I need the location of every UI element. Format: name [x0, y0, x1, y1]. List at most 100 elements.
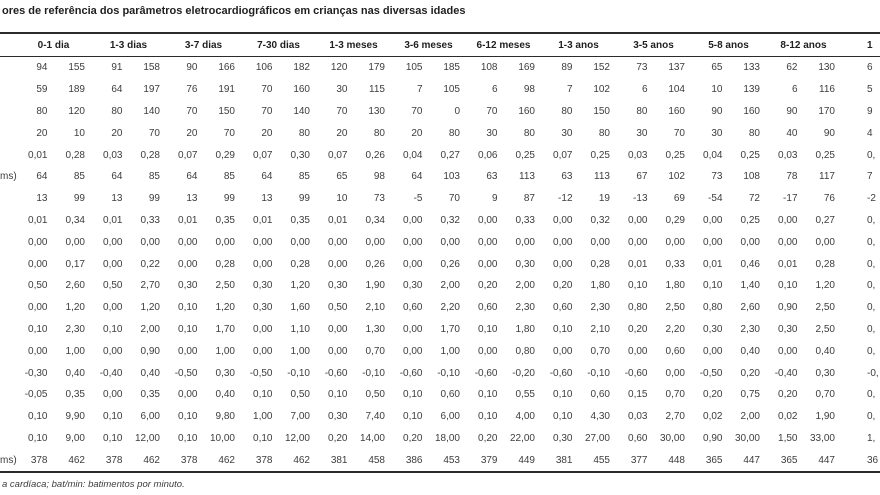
- value-cell: 0,33: [140, 214, 160, 226]
- value-cell: 152: [593, 62, 610, 74]
- value-cell: 0,20: [478, 280, 498, 292]
- value-cell: 0,60: [665, 345, 685, 357]
- value-cell: 80: [36, 105, 48, 117]
- value-cell: 0,25: [740, 214, 760, 226]
- value-cell: -0,60: [474, 367, 498, 379]
- value-cell: 0,29: [215, 149, 235, 161]
- value-cell: 0,00: [328, 345, 348, 357]
- value-cell: 0,20: [740, 367, 760, 379]
- value-cell: 0,00: [778, 214, 798, 226]
- value-cell: 2,00: [515, 280, 535, 292]
- value-cell: 139: [743, 84, 760, 96]
- value-cell: 6,00: [140, 411, 160, 423]
- value-cell: 0,06: [478, 149, 498, 161]
- value-cell: 365: [780, 454, 798, 466]
- value-cell: 1,80: [590, 280, 610, 292]
- value-cell: 0,00: [178, 258, 198, 270]
- value-cell: 1,80: [515, 323, 535, 335]
- value-cell: 0,02: [778, 411, 798, 423]
- value-cell: 0,22: [140, 258, 160, 270]
- value-cell: 0,07: [553, 149, 573, 161]
- value-cell: 2,50: [815, 323, 835, 335]
- value-cell: 2,10: [365, 302, 385, 314]
- value-cell: 1,20: [65, 302, 85, 314]
- value-cell: 2,20: [665, 323, 685, 335]
- value-cell: 27,00: [584, 432, 610, 444]
- value-cell: 13: [111, 193, 123, 205]
- value-cell: 0,00: [28, 258, 48, 270]
- table-row: 0,10 2,30 0,10 2,00 0,10 1,70 0,00 1,10 0,00 1,30…: [0, 319, 880, 341]
- value-cell: 0,00: [665, 367, 685, 379]
- value-cell: 0,30: [328, 280, 348, 292]
- value-cell: 0,50: [103, 280, 123, 292]
- value-cell-cutoff: 0,: [867, 280, 876, 292]
- value-cell: 13: [186, 193, 198, 205]
- value-cell: 0,50: [328, 302, 348, 314]
- value-cell: 73: [373, 193, 385, 205]
- value-cell: 0,80: [515, 345, 535, 357]
- value-cell: 105: [405, 62, 423, 74]
- value-cell: 72: [748, 193, 760, 205]
- value-cell: 2,00: [740, 411, 760, 423]
- value-cell: 0,00: [253, 236, 273, 248]
- value-cell: 0: [454, 105, 460, 117]
- value-cell: 0,01: [628, 258, 648, 270]
- value-cell: 0,50: [290, 389, 310, 401]
- value-cell: 20: [186, 127, 198, 139]
- value-cell: 160: [293, 84, 310, 96]
- value-cell: 0,30: [815, 367, 835, 379]
- value-cell: 0,00: [65, 236, 85, 248]
- value-cell: 0,20: [403, 432, 423, 444]
- age-column-header-cutoff: 1: [867, 39, 873, 51]
- value-cell-cutoff: 9: [867, 105, 873, 117]
- value-cell: 30: [561, 127, 573, 139]
- value-cell: 381: [330, 454, 348, 466]
- value-cell: 13: [261, 193, 273, 205]
- value-cell: 0,00: [778, 236, 798, 248]
- value-cell: 80: [748, 127, 760, 139]
- value-cell: 0,00: [178, 389, 198, 401]
- value-cell: 12,00: [134, 432, 160, 444]
- value-cell: 160: [668, 105, 685, 117]
- value-cell: 462: [143, 454, 160, 466]
- age-column-header: 5-8 anos: [708, 39, 749, 51]
- value-cell: -0,10: [287, 367, 310, 379]
- value-cell: 63: [486, 171, 498, 183]
- value-cell: 1,70: [440, 323, 460, 335]
- value-cell: 0,00: [778, 345, 798, 357]
- value-cell: 0,10: [628, 280, 648, 292]
- value-cell: 0,10: [178, 432, 198, 444]
- value-cell: 0,00: [253, 345, 273, 357]
- value-cell: 0,40: [215, 389, 235, 401]
- value-cell: 0,40: [140, 367, 160, 379]
- value-cell: 0,50: [365, 389, 385, 401]
- value-cell: 64: [111, 84, 123, 96]
- value-cell: 0,40: [815, 345, 835, 357]
- value-cell: 0,07: [328, 149, 348, 161]
- value-cell: 0,00: [290, 236, 310, 248]
- value-cell: 2,00: [140, 323, 160, 335]
- value-cell: 130: [368, 105, 385, 117]
- value-cell: 0,33: [665, 258, 685, 270]
- value-cell: 120: [68, 105, 85, 117]
- value-cell: 0,60: [440, 389, 460, 401]
- table-row: 0,10 9,90 0,10 6,00 0,10 9,80 1,00 7,00 0,30 7,40…: [0, 406, 880, 428]
- value-cell: 20: [36, 127, 48, 139]
- value-cell: 379: [480, 454, 498, 466]
- value-cell: -0,10: [587, 367, 610, 379]
- value-cell: 30: [336, 84, 348, 96]
- table-row: 0,00 0,00 0,00 0,00 0,00 0,00 0,00 0,00 0,00 0,00…: [0, 231, 880, 253]
- value-cell: 102: [668, 171, 685, 183]
- value-cell: 0,03: [628, 149, 648, 161]
- value-cell: 0,00: [328, 236, 348, 248]
- value-cell: 20: [336, 127, 348, 139]
- value-cell: -54: [708, 193, 723, 205]
- value-cell: 1,80: [665, 280, 685, 292]
- value-cell: -0,10: [437, 367, 460, 379]
- value-cell: 0,70: [815, 389, 835, 401]
- value-cell: 113: [594, 171, 610, 183]
- value-cell: 6: [491, 84, 498, 96]
- value-cell: 0,30: [553, 432, 573, 444]
- value-cell: -13: [633, 193, 648, 205]
- value-cell: 0,80: [628, 302, 648, 314]
